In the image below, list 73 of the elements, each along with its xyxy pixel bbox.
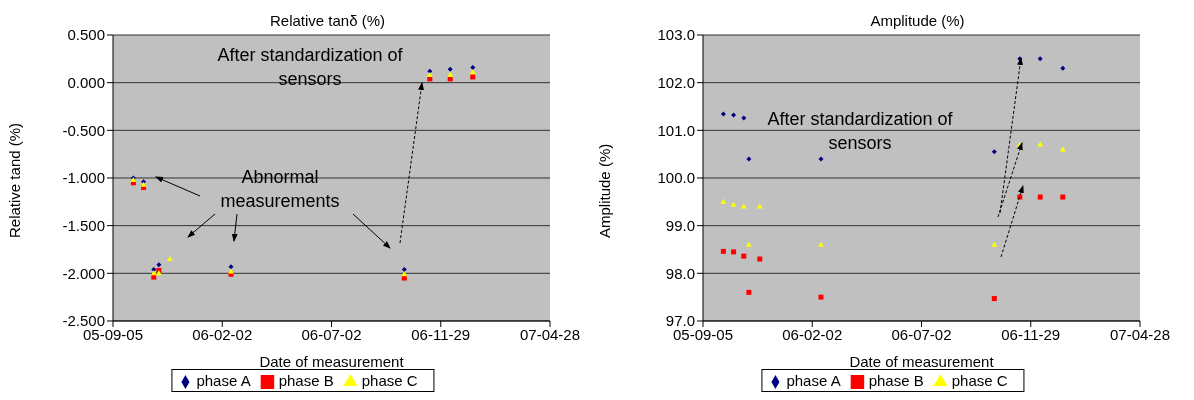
point: [731, 249, 737, 255]
point: [746, 289, 752, 295]
legend-label: phase C: [361, 371, 418, 389]
chart-title: Relative tanδ (%): [268, 12, 387, 29]
legend-label: phase B: [278, 371, 334, 389]
point: [427, 68, 433, 74]
x-tick-label: 07-04-28: [519, 325, 581, 343]
y-tick-label: -0.500: [62, 121, 105, 139]
chart-title: Amplitude (%): [869, 12, 966, 29]
annotation: After standardization of sensors: [766, 108, 954, 155]
point: [1037, 56, 1043, 62]
point: [817, 241, 824, 247]
y-tick-label: 0.500: [67, 26, 105, 44]
point: [1037, 194, 1043, 200]
point: [156, 262, 162, 268]
y-tick-label: 101.0: [657, 121, 695, 139]
x-axis-title: Date of measurement: [259, 352, 405, 370]
y-tick-label: -1.000: [62, 169, 105, 187]
point: [401, 275, 407, 281]
point: [166, 256, 173, 262]
point: [447, 66, 453, 72]
point: [756, 203, 763, 209]
point: [401, 266, 407, 272]
point: [730, 201, 737, 207]
point: [741, 115, 747, 121]
x-axis-title: Date of measurement: [849, 352, 995, 370]
y-tick-label: 98.0: [665, 264, 695, 282]
point: [470, 64, 476, 70]
legend-label: phase C: [951, 371, 1008, 389]
y-axis-title: Relative tand (%): [6, 122, 24, 238]
x-tick-label: 06-02-02: [192, 325, 253, 343]
point: [731, 112, 737, 118]
point: [1060, 194, 1066, 200]
point: [818, 294, 824, 300]
point: [818, 156, 824, 162]
y-tick-label: 103.0: [657, 26, 695, 44]
point: [228, 264, 234, 270]
point: [745, 241, 752, 247]
y-tick-label: -1.500: [62, 216, 105, 234]
y-tick-label: 100.0: [657, 169, 695, 187]
point: [151, 274, 157, 280]
legend-label: phase A: [786, 371, 841, 389]
x-tick-label: 06-07-02: [891, 325, 952, 343]
annotation: Abnormal measurements: [219, 166, 341, 213]
x-tick-label: 06-11-29: [411, 325, 471, 343]
point: [1037, 141, 1044, 147]
point: [720, 198, 727, 204]
point: [991, 149, 997, 155]
x-tick-label: 06-02-02: [782, 325, 843, 343]
point: [746, 156, 752, 162]
point: [151, 266, 157, 272]
point: [470, 74, 476, 80]
x-tick-label: 06-07-02: [301, 325, 362, 343]
y-tick-label: 102.0: [657, 73, 695, 91]
y-axis-title: Amplitude (%): [596, 143, 614, 238]
point: [740, 203, 747, 209]
legend-label: phase A: [196, 371, 251, 389]
y-tick-label: 99.0: [665, 216, 695, 234]
point: [720, 248, 726, 254]
point: [469, 69, 476, 75]
point: [426, 72, 433, 78]
point: [447, 72, 454, 78]
point: [991, 241, 998, 247]
y-tick-label: -2.000: [62, 264, 105, 282]
x-tick-label: 06-11-29: [1001, 325, 1061, 343]
y-tick-label: 0.000: [67, 73, 105, 91]
point: [720, 111, 726, 117]
legend-label: phase B: [868, 371, 924, 389]
point: [757, 256, 763, 262]
point: [741, 253, 747, 259]
point: [991, 296, 997, 302]
point: [1060, 65, 1066, 71]
x-tick-label: 07-04-28: [1109, 325, 1171, 343]
